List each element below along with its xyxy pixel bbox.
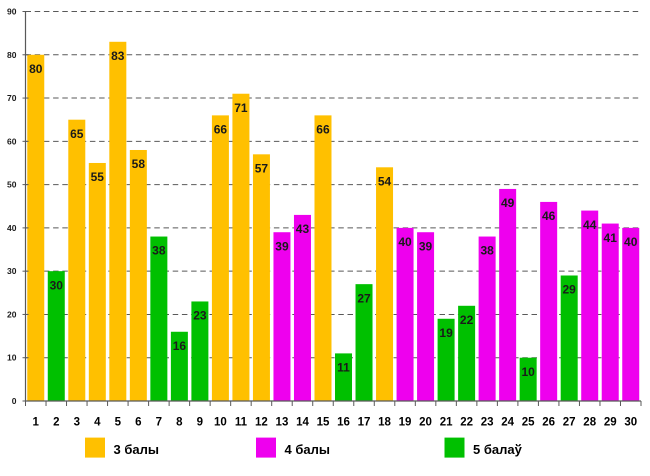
svg-text:83: 83 <box>111 49 125 63</box>
svg-text:49: 49 <box>501 196 515 210</box>
svg-text:30: 30 <box>624 417 637 429</box>
svg-text:29: 29 <box>604 417 617 429</box>
svg-text:39: 39 <box>275 239 289 253</box>
svg-text:14: 14 <box>296 417 309 429</box>
svg-text:22: 22 <box>460 417 473 429</box>
svg-text:58: 58 <box>132 157 146 171</box>
svg-text:57: 57 <box>255 162 269 176</box>
svg-text:27: 27 <box>563 417 576 429</box>
svg-text:66: 66 <box>316 123 330 137</box>
svg-text:5 балаў: 5 балаў <box>473 442 523 457</box>
svg-text:26: 26 <box>542 417 555 429</box>
svg-text:15: 15 <box>317 417 330 429</box>
svg-text:20: 20 <box>419 417 432 429</box>
svg-text:24: 24 <box>501 417 514 429</box>
svg-text:30: 30 <box>50 278 64 292</box>
svg-text:38: 38 <box>480 244 494 258</box>
svg-text:44: 44 <box>583 218 597 232</box>
svg-text:3: 3 <box>74 417 80 429</box>
svg-text:25: 25 <box>522 417 535 429</box>
svg-text:0: 0 <box>12 396 17 406</box>
svg-text:10: 10 <box>7 353 17 363</box>
svg-text:4 балы: 4 балы <box>285 442 330 457</box>
svg-text:21: 21 <box>440 417 453 429</box>
svg-text:5: 5 <box>115 417 122 429</box>
svg-text:1: 1 <box>33 417 40 429</box>
svg-text:2: 2 <box>53 417 59 429</box>
svg-text:3 балы: 3 балы <box>114 442 159 457</box>
svg-text:20: 20 <box>7 309 17 319</box>
svg-text:30: 30 <box>7 266 17 276</box>
svg-text:13: 13 <box>276 417 289 429</box>
svg-text:11: 11 <box>337 361 350 375</box>
svg-text:65: 65 <box>70 127 84 141</box>
svg-text:29: 29 <box>563 283 577 297</box>
svg-text:11: 11 <box>235 417 248 429</box>
svg-text:16: 16 <box>337 417 350 429</box>
svg-text:70: 70 <box>7 93 17 103</box>
svg-text:18: 18 <box>378 417 391 429</box>
svg-text:38: 38 <box>152 244 166 258</box>
svg-text:28: 28 <box>583 417 596 429</box>
svg-text:23: 23 <box>193 309 207 323</box>
svg-text:39: 39 <box>419 239 433 253</box>
svg-text:22: 22 <box>460 313 474 327</box>
svg-text:7: 7 <box>156 417 162 429</box>
svg-text:10: 10 <box>521 365 535 379</box>
svg-text:23: 23 <box>481 417 494 429</box>
svg-text:46: 46 <box>542 209 556 223</box>
svg-text:19: 19 <box>399 417 412 429</box>
svg-text:27: 27 <box>357 291 371 305</box>
svg-text:43: 43 <box>296 222 310 236</box>
svg-text:54: 54 <box>378 175 392 189</box>
svg-text:60: 60 <box>7 136 17 146</box>
svg-text:8: 8 <box>176 417 183 429</box>
svg-text:4: 4 <box>94 417 101 429</box>
svg-text:9: 9 <box>197 417 203 429</box>
svg-text:12: 12 <box>255 417 268 429</box>
svg-text:16: 16 <box>173 339 187 353</box>
svg-text:50: 50 <box>7 180 17 190</box>
svg-text:19: 19 <box>439 326 453 340</box>
svg-text:41: 41 <box>604 231 618 245</box>
svg-text:80: 80 <box>7 50 17 60</box>
svg-text:90: 90 <box>7 7 17 17</box>
svg-text:40: 40 <box>7 223 17 233</box>
svg-text:10: 10 <box>214 417 227 429</box>
svg-text:71: 71 <box>234 101 248 115</box>
svg-text:40: 40 <box>624 235 638 249</box>
svg-text:40: 40 <box>398 235 412 249</box>
svg-text:55: 55 <box>91 170 105 184</box>
svg-text:6: 6 <box>135 417 141 429</box>
svg-text:80: 80 <box>29 62 43 76</box>
svg-text:17: 17 <box>358 417 371 429</box>
svg-text:66: 66 <box>214 123 228 137</box>
